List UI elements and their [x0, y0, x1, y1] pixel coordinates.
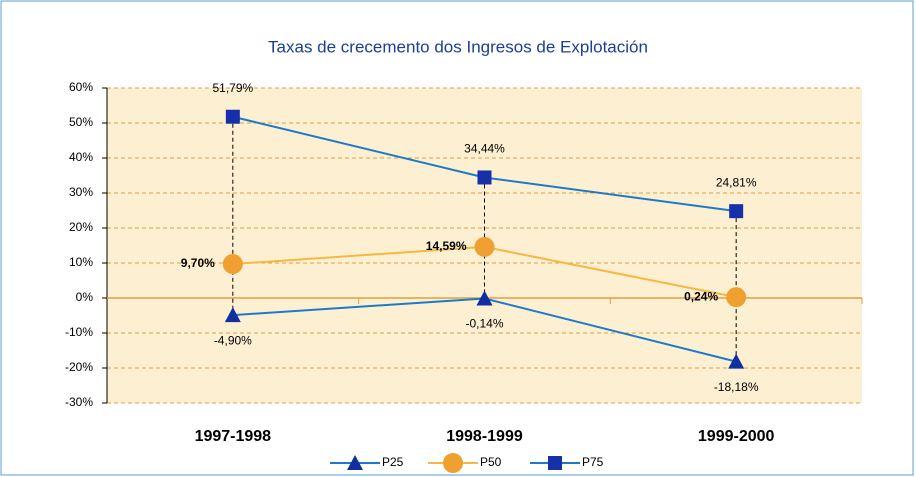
data-point: [222, 254, 243, 275]
data-point: [728, 353, 745, 369]
data-label: 9,70%: [181, 256, 215, 270]
data-label: 14,59%: [426, 239, 467, 253]
legend-marker: [443, 453, 463, 473]
data-label: -18,18%: [714, 380, 759, 394]
data-label: 51,79%: [212, 81, 253, 95]
y-tick-label: 0%: [76, 290, 94, 304]
y-tick-label: 40%: [69, 150, 93, 164]
data-point: [476, 290, 493, 306]
legend-label: P25: [382, 455, 404, 469]
x-tick-label: 1998-1999: [446, 428, 523, 445]
data-point: [474, 236, 495, 257]
y-tick-label: 30%: [69, 185, 93, 199]
data-point: [477, 170, 492, 185]
y-tick-label: 10%: [69, 255, 93, 269]
y-tick-label: -10%: [65, 325, 93, 339]
data-point: [726, 287, 747, 308]
data-point: [225, 109, 240, 124]
x-tick-label: 1999-2000: [698, 428, 775, 445]
data-point: [224, 307, 241, 323]
data-label: 24,81%: [716, 175, 757, 189]
data-label: 34,44%: [464, 142, 505, 156]
y-tick-label: 60%: [69, 80, 93, 94]
legend-marker: [347, 455, 363, 470]
legend-marker: [548, 456, 562, 470]
data-label: -4,90%: [214, 333, 252, 347]
legend-label: P75: [582, 455, 604, 469]
data-point: [729, 204, 744, 219]
y-tick-label: -20%: [65, 360, 93, 374]
y-tick-label: -30%: [65, 395, 93, 409]
y-tick-label: 50%: [69, 115, 93, 129]
chart-title: Taxas de crecemento dos Ingresos de Expl…: [268, 37, 648, 56]
x-tick-label: 1997-1998: [195, 428, 272, 445]
y-tick-label: 20%: [69, 220, 93, 234]
data-label: 0,24%: [684, 289, 718, 303]
data-label: -0,14%: [465, 317, 503, 331]
legend-label: P50: [480, 455, 502, 469]
